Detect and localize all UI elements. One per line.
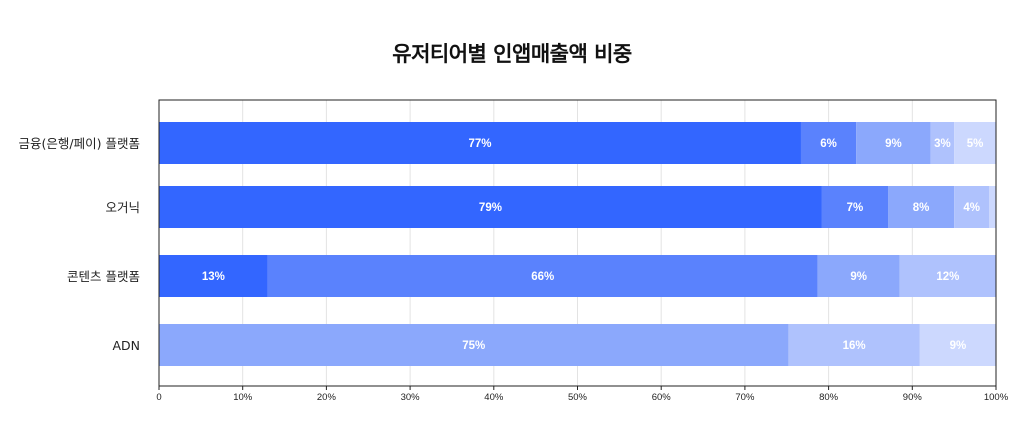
bar-segment [159, 324, 789, 366]
bar-segment [954, 186, 990, 228]
data-label: 7% [847, 202, 864, 214]
bar-segment [159, 122, 801, 164]
data-label: 79% [479, 202, 502, 214]
data-label: 3% [934, 138, 951, 150]
bar-segment [930, 122, 955, 164]
category-label: 오거닉 [105, 200, 140, 215]
bar-segment [267, 255, 818, 297]
category-label: ADN [112, 338, 140, 353]
data-label: 75% [462, 340, 485, 352]
data-label: 9% [950, 340, 967, 352]
x-tick-label: 70% [735, 392, 755, 403]
bar-segment [954, 122, 996, 164]
x-tick-label: 90% [903, 392, 923, 403]
bar-segment [856, 122, 931, 164]
bar-segment [989, 186, 996, 228]
x-tick-label: 50% [568, 392, 588, 403]
bar-segment [817, 255, 900, 297]
data-label: 8% [913, 202, 930, 214]
data-label: 13% [202, 271, 225, 283]
bar-segment [159, 186, 822, 228]
x-tick-label: 10% [233, 392, 253, 403]
bar-segment [821, 186, 889, 228]
bar-segment [800, 122, 857, 164]
category-label: 금융(은행/페이) 플랫폼 [19, 136, 140, 151]
bar-segment [159, 255, 268, 297]
data-label: 16% [843, 340, 866, 352]
data-label: 5% [967, 138, 984, 150]
bar-segment [888, 186, 955, 228]
bar-segment [919, 324, 996, 366]
data-label: 77% [468, 138, 491, 150]
data-label: 4% [963, 202, 980, 214]
bar-segment [899, 255, 996, 297]
data-label: 9% [850, 271, 867, 283]
x-tick-label: 0 [156, 392, 161, 403]
chart-title: 유저티어별 인앱매출액 비중 [392, 42, 632, 66]
x-tick-label: 60% [652, 392, 672, 403]
x-tick-label: 40% [484, 392, 504, 403]
category-label: 콘텐츠 플랫폼 [67, 269, 140, 284]
data-label: 66% [531, 271, 554, 283]
x-tick-label: 30% [401, 392, 421, 403]
data-label: 6% [820, 138, 837, 150]
bar-segment [788, 324, 920, 366]
x-tick-label: 80% [819, 392, 839, 403]
x-tick-label: 20% [317, 392, 337, 403]
x-tick-label: 100% [984, 392, 1009, 403]
data-label: 12% [936, 271, 959, 283]
data-label: 9% [885, 138, 902, 150]
